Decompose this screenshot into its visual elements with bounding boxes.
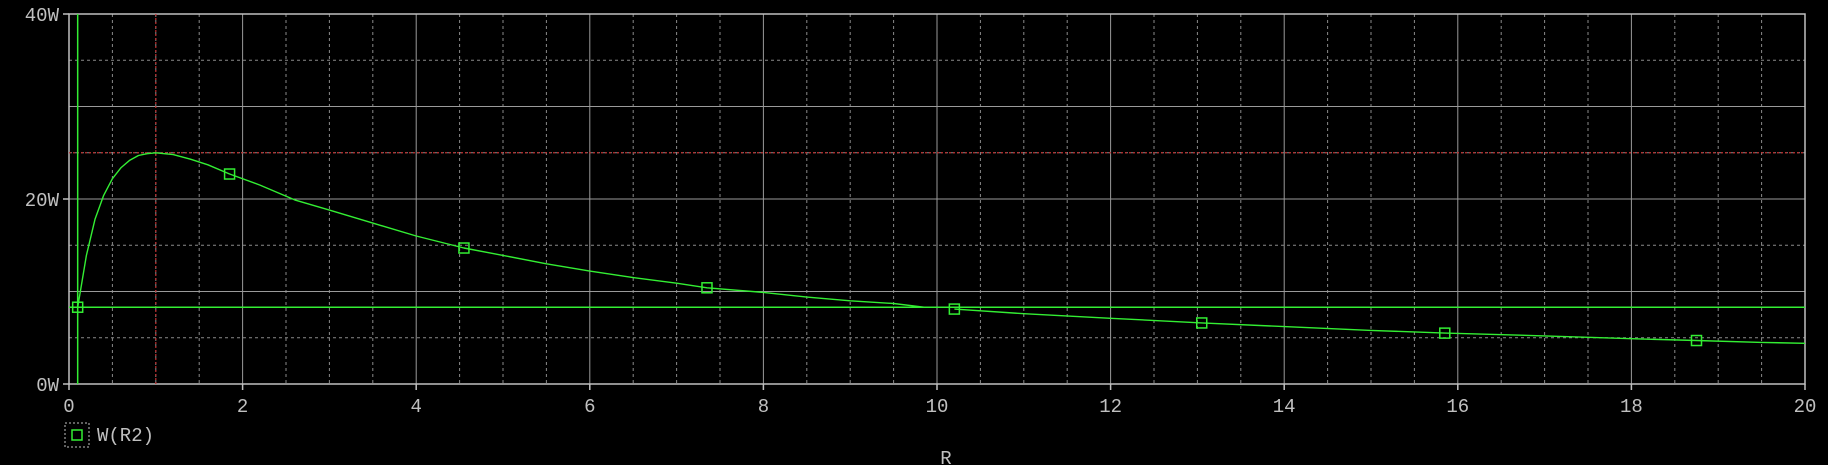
series-marker bbox=[1439, 327, 1451, 339]
x-axis-label: R bbox=[940, 448, 951, 465]
grid bbox=[69, 14, 1805, 384]
x-tick-label: 10 bbox=[926, 396, 949, 418]
cursors bbox=[69, 14, 1805, 384]
x-tick-label: 4 bbox=[410, 396, 421, 418]
series-marker bbox=[948, 303, 961, 315]
x-tick-label: 0 bbox=[63, 396, 74, 418]
x-axis-ticks: 0 2 4 6 8 10 12 14 16 18 20 bbox=[63, 384, 1816, 418]
x-tick-label: 6 bbox=[584, 396, 595, 418]
series-marker bbox=[701, 282, 713, 294]
x-tick-label: 8 bbox=[758, 396, 769, 418]
series-marker bbox=[223, 168, 236, 180]
x-tick-label: 16 bbox=[1446, 396, 1469, 418]
x-tick-label: 14 bbox=[1273, 396, 1296, 418]
x-tick-label: 18 bbox=[1620, 396, 1643, 418]
x-tick-label: 12 bbox=[1099, 396, 1122, 418]
series-line bbox=[77, 152, 925, 308]
series-marker bbox=[1195, 317, 1208, 329]
legend-marker-icon bbox=[71, 429, 83, 441]
y-tick-label: 0W bbox=[36, 375, 59, 397]
legend-selection-box bbox=[64, 422, 90, 448]
legend-label: W(R2) bbox=[97, 425, 154, 447]
series-layer bbox=[71, 152, 1806, 347]
series-marker bbox=[458, 242, 470, 254]
y-axis-ticks: 0W 20W 40W bbox=[25, 5, 69, 397]
series-marker bbox=[71, 301, 84, 313]
legend[interactable]: W(R2) bbox=[64, 422, 154, 448]
series-line bbox=[954, 308, 1806, 344]
x-tick-label: 20 bbox=[1794, 396, 1817, 418]
series-marker bbox=[1690, 334, 1703, 347]
x-tick-label: 2 bbox=[237, 396, 248, 418]
y-tick-label: 20W bbox=[25, 190, 60, 212]
y-tick-label: 40W bbox=[25, 5, 60, 27]
